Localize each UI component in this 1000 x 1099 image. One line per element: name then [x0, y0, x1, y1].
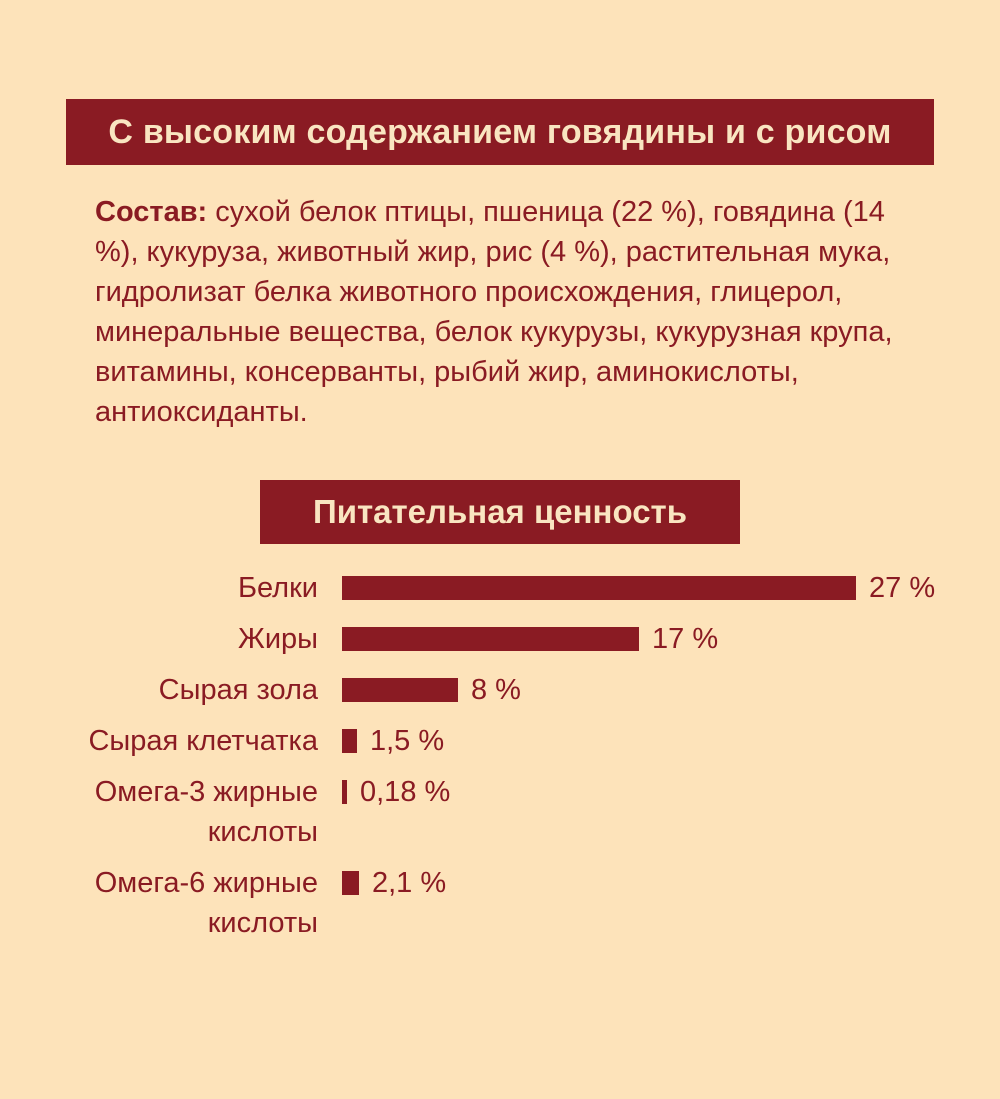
chart-row: Сырая клетчатка 1,5 % — [0, 721, 1000, 761]
chart-bar — [342, 627, 639, 651]
chart-row: Омега-6 жирные кислоты 2,1 % — [0, 863, 1000, 943]
chart-row: Сырая зола 8 % — [0, 670, 1000, 710]
chart-bar-cell: 2,1 % — [342, 863, 446, 903]
chart-bar — [342, 729, 357, 753]
chart-value-label: 1,5 % — [370, 725, 445, 757]
composition-paragraph: Состав: сухой белок птицы, пшеница (22 %… — [95, 192, 930, 432]
chart-row-label: Жиры — [238, 623, 318, 655]
chart-row-label: Сырая зола — [158, 674, 318, 706]
chart-row: Омега-3 жирные кислоты 0,18 % — [0, 772, 1000, 852]
chart-value-label: 17 % — [652, 623, 719, 655]
chart-row: Жиры 17 % — [0, 619, 1000, 659]
chart-row-label: Омега-6 жирные кислоты — [94, 867, 318, 939]
chart-value-label: 27 % — [869, 572, 936, 604]
chart-bar-cell: 1,5 % — [342, 721, 444, 761]
chart-bar-cell: 8 % — [342, 670, 521, 710]
chart-bar-cell: 0,18 % — [342, 772, 450, 812]
composition-lead-label: Состав: — [95, 196, 208, 228]
chart-bar — [342, 576, 856, 600]
nutrition-banner-label: Питательная ценность — [312, 493, 688, 530]
chart-bar-cell: 27 % — [342, 568, 935, 608]
nutrition-banner: Питательная ценность — [260, 480, 740, 544]
header-banner: С высоким содержанием говядины и с рисом — [66, 99, 934, 165]
chart-value-label: 8 % — [471, 674, 521, 706]
nutrition-bar-chart: Белки 27 % Жиры 17 % Сырая зола 8 % Сыра… — [0, 568, 1000, 943]
chart-bar — [342, 678, 458, 702]
product-info-card: С высоким содержанием говядины и с рисом… — [0, 99, 1000, 1099]
chart-row-label: Омега-3 жирные кислоты — [94, 776, 318, 848]
chart-bar — [342, 871, 359, 895]
chart-row: Белки 27 % — [0, 568, 1000, 608]
chart-bar-cell: 17 % — [342, 619, 718, 659]
chart-row-label: Сырая клетчатка — [88, 725, 318, 757]
chart-bar — [342, 780, 347, 804]
composition-text: сухой белок птицы, пшеница (22 %), говяд… — [95, 196, 893, 428]
chart-value-label: 0,18 % — [360, 776, 451, 808]
header-banner-label: С высоким содержанием говядины и с рисом — [108, 112, 892, 151]
chart-value-label: 2,1 % — [372, 867, 447, 899]
chart-row-label: Белки — [237, 572, 318, 604]
